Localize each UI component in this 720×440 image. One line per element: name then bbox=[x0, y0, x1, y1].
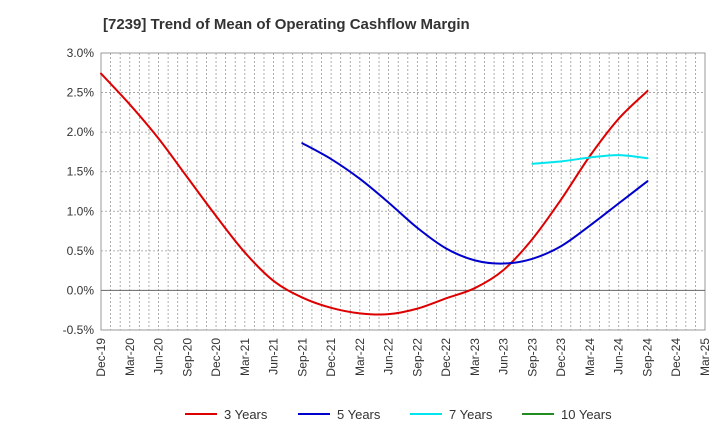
x-tick-label: Sep-21 bbox=[295, 338, 309, 377]
x-tick-label: Mar-21 bbox=[238, 338, 252, 376]
x-tick-label: Dec-23 bbox=[554, 338, 568, 377]
legend-label-7-years: 7 Years bbox=[449, 407, 493, 422]
legend: 3 Years 5 Years 7 Years 10 Years bbox=[185, 407, 612, 422]
x-tick-label: Mar-20 bbox=[123, 338, 137, 376]
x-tick-label: Jun-23 bbox=[497, 338, 511, 375]
x-tick-label: Mar-22 bbox=[353, 338, 367, 376]
y-tick-label: 2.5% bbox=[67, 86, 95, 100]
plot-area bbox=[100, 52, 706, 331]
x-tick-label: Dec-19 bbox=[94, 338, 108, 377]
x-tick-label: Jun-24 bbox=[612, 338, 626, 375]
y-tick-label: 2.0% bbox=[67, 125, 95, 139]
y-tick-label: 0.0% bbox=[67, 283, 95, 297]
x-tick-label: Dec-21 bbox=[324, 338, 338, 377]
y-tick-label: 1.5% bbox=[67, 165, 95, 179]
x-tick-label: Mar-25 bbox=[698, 338, 712, 376]
series-line-7-years bbox=[531, 154, 649, 165]
x-tick-label: Mar-23 bbox=[468, 338, 482, 376]
legend-label-3-years: 3 Years bbox=[224, 407, 268, 422]
x-axis-tick-labels: Dec-19 Mar-20 Jun-20 Sep-20 Dec-20 Mar-21 Jun-… bbox=[94, 338, 712, 377]
series-line-5-years bbox=[301, 142, 649, 265]
y-tick-label: 0.5% bbox=[67, 244, 95, 258]
legend-label-10-years: 10 Years bbox=[561, 407, 612, 422]
legend-label-5-years: 5 Years bbox=[337, 407, 381, 422]
x-tick-label: Dec-22 bbox=[439, 338, 453, 377]
x-tick-label: Dec-20 bbox=[209, 338, 223, 377]
grid-lines bbox=[101, 53, 705, 330]
x-tick-label: Jun-21 bbox=[267, 338, 281, 375]
y-tick-label: 1.0% bbox=[67, 204, 95, 218]
x-tick-label: Sep-20 bbox=[180, 338, 194, 377]
x-tick-label: Jun-20 bbox=[152, 338, 166, 375]
x-tick-label: Sep-24 bbox=[640, 338, 654, 377]
x-tick-label: Mar-24 bbox=[583, 338, 597, 376]
x-tick-label: Dec-24 bbox=[669, 338, 683, 377]
y-tick-label: 3.0% bbox=[67, 46, 95, 60]
y-axis-tick-labels: 3.0% 2.5% 2.0% 1.5% 1.0% 0.5% 0.0% -0.5% bbox=[63, 46, 95, 337]
y-tick-label: -0.5% bbox=[63, 323, 95, 337]
x-tick-label: Sep-23 bbox=[525, 338, 539, 377]
x-tick-label: Jun-22 bbox=[382, 338, 396, 375]
x-tick-label: Sep-22 bbox=[410, 338, 424, 377]
chart-title: [7239] Trend of Mean of Operating Cashfl… bbox=[103, 16, 470, 33]
series-lines bbox=[100, 72, 649, 316]
series-line-3-years bbox=[100, 72, 649, 316]
